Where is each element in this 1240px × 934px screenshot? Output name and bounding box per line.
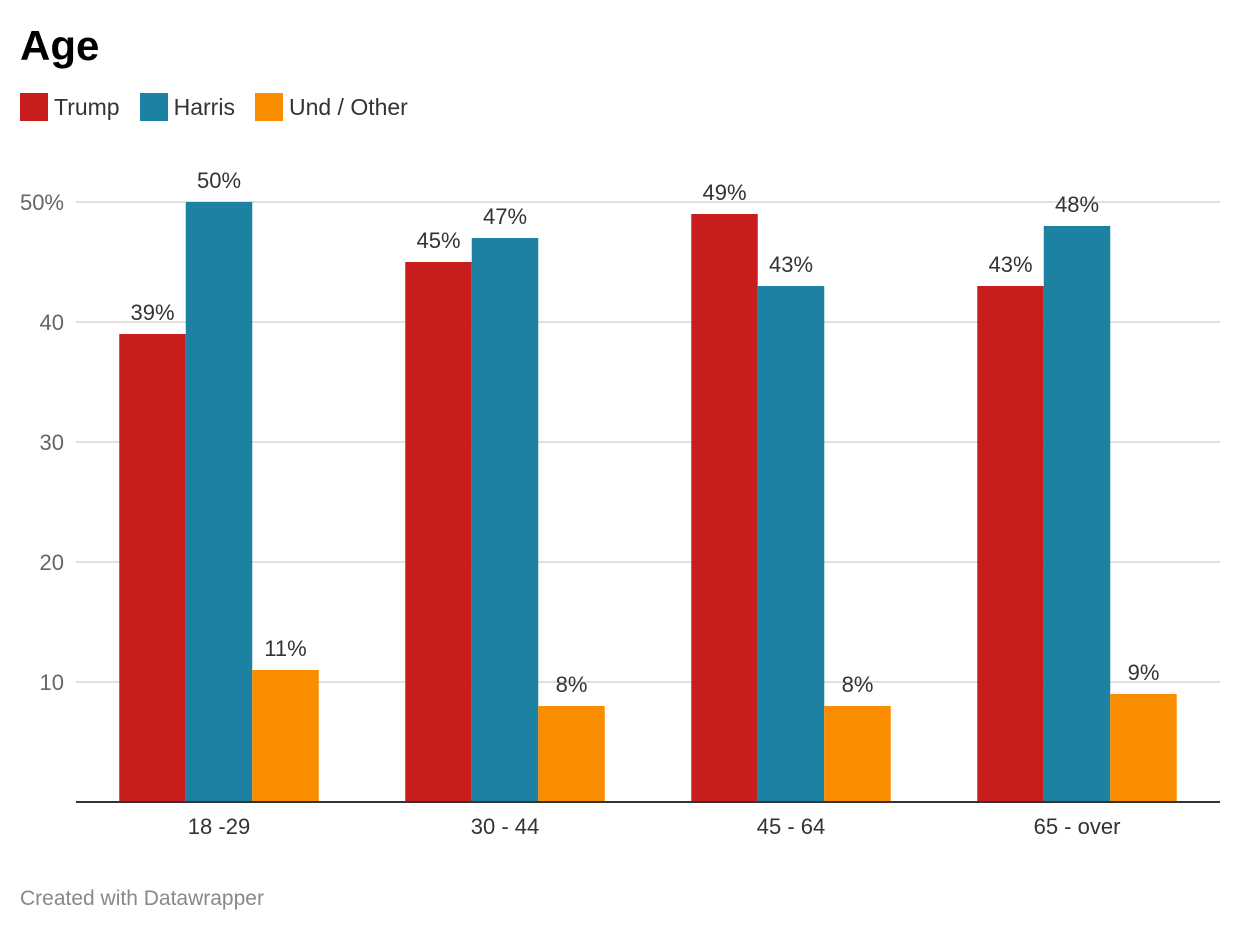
- x-tick-label-45-64: 45 - 64: [757, 814, 826, 839]
- x-tick-label-18-29: 18 -29: [188, 814, 250, 839]
- legend-item-harris: Harris: [139, 93, 235, 121]
- bar-trump-18-29: [119, 334, 186, 802]
- y-tick-label-20: 20: [40, 550, 64, 575]
- data-label-trump-65-over: 43%: [988, 252, 1032, 277]
- legend-item-trump: Trump: [20, 93, 120, 121]
- data-label-harris-18-29: 50%: [197, 168, 241, 193]
- chart-title: Age: [20, 22, 100, 69]
- bar-harris-18-29: [185, 202, 253, 802]
- legend-swatch-und-other: [254, 93, 283, 121]
- x-tick-label-65-over: 65 - over: [1034, 814, 1121, 839]
- bar-trump-65-over: [977, 286, 1044, 802]
- data-label-und-other-18-29: 11%: [264, 636, 306, 661]
- data-label-und-other-30-44: 8%: [556, 672, 588, 697]
- bar-harris-65-over: [1043, 226, 1111, 802]
- credit-text: Created with Datawrapper: [20, 887, 264, 910]
- x-tick-label-30-44: 30 - 44: [471, 814, 540, 839]
- y-tick-label-50: 50%: [20, 190, 64, 215]
- bar-und-other-30-44: [538, 706, 605, 802]
- data-label-harris-65-over: 48%: [1055, 192, 1099, 217]
- data-label-harris-30-44: 47%: [483, 204, 527, 229]
- bar-trump-30-44: [405, 262, 472, 802]
- legend-label-und-other: Und / Other: [288, 94, 408, 120]
- bar-und-other-65-over: [1110, 694, 1177, 802]
- bar-und-other-45-64: [824, 706, 891, 802]
- legend-label-harris: Harris: [173, 94, 235, 120]
- legend-swatch-harris: [139, 93, 168, 121]
- legend-swatch-trump: [20, 93, 48, 121]
- legend-label-trump: Trump: [54, 94, 120, 120]
- data-label-trump-30-44: 45%: [416, 228, 460, 253]
- y-tick-label-40: 40: [40, 310, 64, 335]
- data-label-trump-45-64: 49%: [702, 180, 746, 205]
- legend-item-und-other: Und / Other: [254, 93, 408, 121]
- bar-chart: 10 20 30 40 50% 39% 50% 11% 18 -29 45% 47% 8% 30 - 4…: [20, 168, 1220, 839]
- bar-trump-45-64: [691, 214, 758, 802]
- y-tick-label-30: 30: [40, 430, 64, 455]
- data-label-und-other-45-64: 8%: [842, 672, 874, 697]
- y-tick-label-10: 10: [40, 670, 64, 695]
- bar-und-other-18-29: [252, 670, 319, 802]
- data-label-und-other-65-over: 9%: [1128, 660, 1160, 685]
- legend: Trump Harris Und / Other: [20, 92, 428, 122]
- bar-harris-45-64: [757, 286, 825, 802]
- data-label-trump-18-29: 39%: [130, 300, 174, 325]
- bar-harris-30-44: [471, 238, 539, 802]
- data-label-harris-45-64: 43%: [769, 252, 813, 277]
